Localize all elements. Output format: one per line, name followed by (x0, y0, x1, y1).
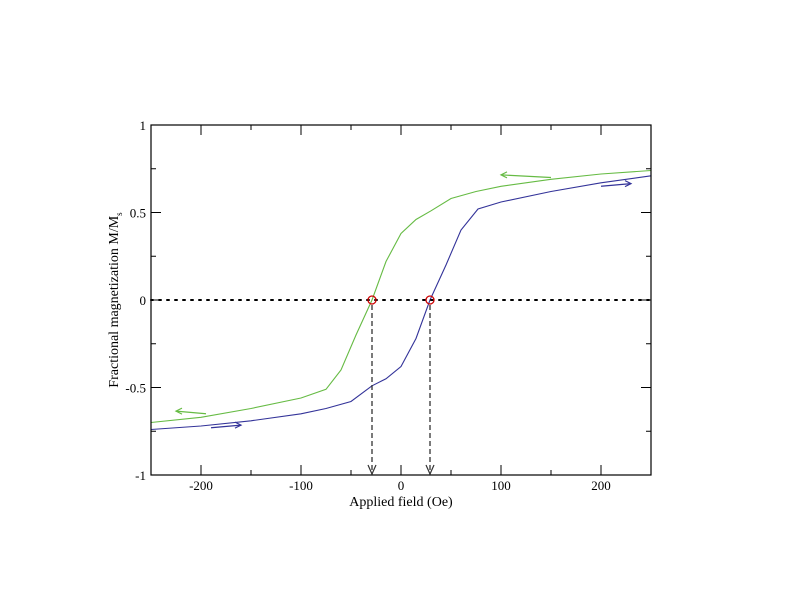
plot-lines (150, 169, 652, 431)
x-tick-label: 100 (491, 478, 511, 493)
x-tick-label: -100 (289, 478, 313, 493)
x-tick-label: 0 (398, 478, 405, 493)
y-axis-title-main: Fractional magnetization M/M (107, 215, 122, 387)
annotations (150, 171, 652, 476)
x-tick-labels: -200 -100 0 100 200 (189, 478, 611, 493)
x-axis-title: Applied field (Oe) (349, 495, 453, 510)
y-tick-label: 0.5 (130, 206, 146, 221)
y-tick-labels: -1 -0.5 0 0.5 1 (125, 118, 146, 483)
direction-arrow-right (210, 424, 242, 429)
arrow-left-icon (174, 407, 183, 415)
arrowhead-down-icon (425, 464, 435, 476)
green-branch-line (150, 169, 652, 424)
y-tick-label: -1 (135, 468, 146, 483)
arrow-right-icon (624, 180, 633, 188)
direction-arrow-right (600, 183, 632, 187)
x-tick-label: -200 (189, 478, 213, 493)
y-tick-label: -0.5 (125, 381, 146, 396)
arrow-left-icon (499, 171, 508, 179)
blue-branch-line (150, 175, 652, 431)
direction-arrow-left (500, 174, 552, 179)
y-tick-label: 1 (140, 118, 147, 133)
coercivity-circle-marker (367, 295, 377, 305)
arrow-right-icon (234, 421, 243, 429)
axis-ticks (151, 124, 651, 476)
y-axis-title-subscript: s (114, 212, 124, 216)
direction-arrow-left (175, 410, 207, 415)
y-tick-label: 0 (140, 293, 147, 308)
arrowhead-down-icon (367, 464, 377, 476)
y-axis-title: Fractional magnetization M/Ms (107, 212, 124, 388)
x-tick-label: 200 (591, 478, 611, 493)
coercivity-circle-marker (425, 295, 435, 305)
